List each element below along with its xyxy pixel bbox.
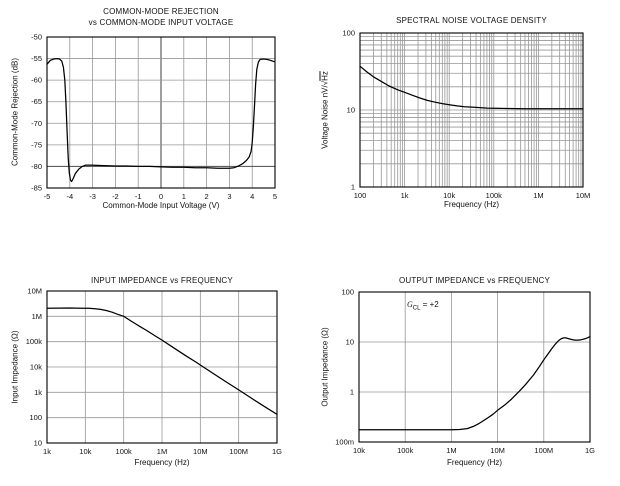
x-tick-label: 100k xyxy=(486,191,503,200)
y-tick-label: -70 xyxy=(31,119,42,128)
plot-border xyxy=(46,36,276,189)
chart-title: COMMON-MODE REJECTION vs COMMON-MODE INP… xyxy=(47,6,275,28)
y-axis-label-text: Voltage Noise nV/√ xyxy=(320,80,330,149)
plot-border xyxy=(358,291,591,443)
x-axis-label: Frequency (Hz) xyxy=(443,200,500,209)
x-tick-label: 100M xyxy=(229,447,248,456)
x-tick-label: 10k xyxy=(443,191,455,200)
x-tick-label: 2 xyxy=(205,192,209,201)
x-tick-label: 1M xyxy=(157,447,167,456)
x-tick-label: 10k xyxy=(79,447,91,456)
y-tick-label: 100 xyxy=(342,29,355,38)
x-tick-label: 3 xyxy=(227,192,231,201)
x-tick-label: 100k xyxy=(116,447,133,456)
y-tick-label: -50 xyxy=(31,33,42,42)
chart-output-impedance: 10k 100k 1M 10M 100M 1G 100 10 1 100m OUTPUT IMPE… xyxy=(310,243,620,486)
chart-input-impedance: 1k 10k 100k 1M 10M 100M 1G 10M 1M 100k 10k 1k 100 10 … xyxy=(0,243,310,486)
plot-area-common-mode-rejection: -5 -4 -3 -2 -1 0 1 2 3 4 5 -50 -55 -60 -65 -70 -75 -80 -85 xyxy=(31,33,277,202)
x-tick-label: 10k xyxy=(353,446,365,455)
curve xyxy=(46,307,278,416)
x-tick-label: -3 xyxy=(89,192,96,201)
y-tick-label: -75 xyxy=(31,140,42,149)
x-tick-label: 1k xyxy=(43,447,51,456)
y-tick-label: 1 xyxy=(351,183,355,192)
chart-title-line2: vs COMMON-MODE INPUT VOLTAGE xyxy=(88,18,234,27)
y-axis-label: Common-Mode Rejection (dB) xyxy=(10,57,20,167)
plot-area-spectral-noise-density: 100 1k 10k 100k 1M 10M 100 10 1 xyxy=(342,29,591,201)
x-tick-label: 10M xyxy=(193,447,208,456)
x-tick-label: 1M xyxy=(533,191,543,200)
curve xyxy=(359,65,584,110)
x-tick-label: 1G xyxy=(272,447,282,456)
chart-spectral-noise-density: 100 1k 10k 100k 1M 10M 100 10 1 SPECTRAL NOISE V… xyxy=(310,0,620,243)
chart-title: SPECTRAL NOISE VOLTAGE DENSITY xyxy=(396,16,547,25)
x-axis-label: Frequency (Hz) xyxy=(134,458,190,467)
x-tick-label: 10M xyxy=(576,191,591,200)
x-tick-label: 0 xyxy=(159,192,163,201)
y-tick-label: 100 xyxy=(29,413,42,422)
x-tick-label: 1k xyxy=(401,191,409,200)
x-axis-label: Common-Mode Input Voltage (V) xyxy=(102,201,220,210)
x-tick-label: -5 xyxy=(44,192,51,201)
gain-annotation-symbol: G xyxy=(407,300,413,309)
x-tick-label: 5 xyxy=(273,192,277,201)
y-tick-label: 10 xyxy=(347,106,355,115)
plot-area-input-impedance: 1k 10k 100k 1M 10M 100M 1G 10M 1M 100k 10k 1k 100 10 xyxy=(26,287,282,457)
x-tick-label: 4 xyxy=(250,192,254,201)
y-tick-label: 1 xyxy=(350,388,354,397)
x-tick-label: -2 xyxy=(112,192,119,201)
y-tick-label: -65 xyxy=(31,97,42,106)
plot-border xyxy=(46,290,278,444)
gain-annotation: GCL = +2 xyxy=(407,300,439,312)
y-axis-label: Output Impedance (Ω) xyxy=(320,327,330,407)
y-tick-label: 1k xyxy=(34,388,42,397)
x-tick-label: -1 xyxy=(135,192,142,201)
y-axis-label-overline-unit: Hz xyxy=(320,71,330,81)
y-axis-label: Input Impedance (Ω) xyxy=(10,330,20,404)
y-axis-label: Voltage Noise nV/√Hz xyxy=(321,71,330,149)
y-tick-label: -80 xyxy=(31,162,42,171)
curve xyxy=(358,335,591,431)
x-tick-label: 1 xyxy=(182,192,186,201)
y-tick-label: 1M xyxy=(32,312,42,321)
x-tick-label: 100M xyxy=(534,446,553,455)
chart-title-line1: COMMON-MODE REJECTION xyxy=(103,7,219,16)
x-axis-label: Frequency (Hz) xyxy=(446,458,503,467)
y-tick-label: 10 xyxy=(346,338,354,347)
y-tick-label: -85 xyxy=(31,184,42,193)
y-tick-label: 10M xyxy=(27,287,42,296)
x-tick-label: 10M xyxy=(490,446,505,455)
x-tick-label: 1G xyxy=(585,446,595,455)
plot-border xyxy=(359,32,584,188)
x-tick-label: 1M xyxy=(446,446,456,455)
gain-annotation-subscript: CL xyxy=(412,305,421,312)
chart-title: OUTPUT IMPEDANCE vs FREQUENCY xyxy=(399,276,550,285)
y-tick-label: 10k xyxy=(30,363,42,372)
y-tick-label: -60 xyxy=(31,76,42,85)
x-tick-label: -4 xyxy=(66,192,73,201)
x-tick-label: 100k xyxy=(397,446,414,455)
y-tick-label: 100m xyxy=(335,438,354,447)
x-tick-label: 100 xyxy=(354,191,367,200)
gain-annotation-value: = +2 xyxy=(420,300,439,309)
curve xyxy=(46,57,275,183)
y-tick-label: 10 xyxy=(34,439,42,448)
chart-common-mode-rejection: -5 -4 -3 -2 -1 0 1 2 3 4 5 -50 -55 -60 -65 -70 -75 -80 -85… xyxy=(0,0,310,243)
plot-area-output-impedance: 10k 100k 1M 10M 100M 1G 100 10 1 100m xyxy=(335,288,595,456)
y-tick-label: 100 xyxy=(341,288,354,297)
y-tick-label: -55 xyxy=(31,54,42,63)
y-tick-label: 100k xyxy=(26,337,43,346)
chart-title: INPUT IMPEDANCE vs FREQUENCY xyxy=(91,276,233,285)
